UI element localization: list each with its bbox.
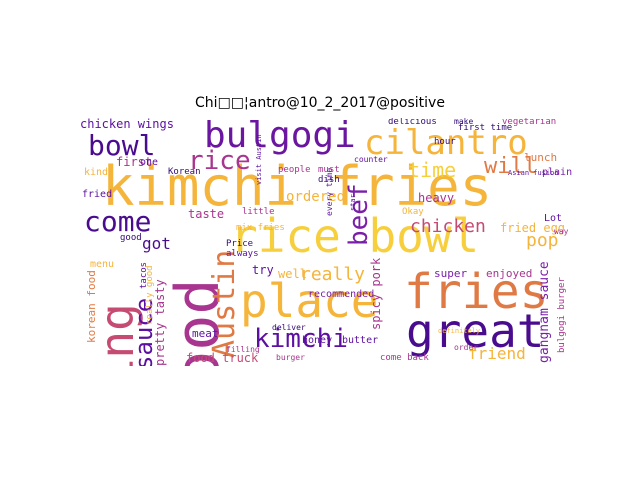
cloud-word: first time	[458, 123, 513, 133]
cloud-word: gangnam sauce	[537, 261, 552, 363]
cloud-word: rice	[188, 146, 251, 176]
cloud-word: definitely	[438, 327, 481, 335]
cloud-word: rice bowl	[230, 209, 480, 263]
cloud-word: recommended	[308, 289, 375, 300]
cloud-word: star	[349, 194, 357, 211]
cloud-word: super	[434, 267, 468, 280]
cloud-word: vegetarian	[502, 118, 557, 127]
cloud-word: Asian fusion	[508, 169, 559, 177]
cloud-word: pretty tasty	[153, 279, 167, 366]
cloud-word: hour	[434, 137, 456, 147]
cloud-word: kimchi fries	[102, 155, 493, 218]
cloud-word: honey	[302, 335, 333, 346]
cloud-word: bowl	[88, 129, 156, 162]
word-cloud: kimchi fries rice bowl place fries great food…	[80, 118, 572, 366]
cloud-word: really	[300, 264, 366, 285]
cloud-word: way	[554, 227, 569, 236]
cloud-word: people	[278, 165, 311, 175]
cloud-word: always	[226, 249, 259, 259]
cloud-word: fries	[404, 264, 549, 320]
cloud-word: ordered	[286, 189, 346, 205]
cloud-word: plain	[542, 167, 572, 178]
cloud-word: taste	[188, 207, 225, 221]
cloud-word: Austin	[207, 249, 242, 358]
cloud-word: korean food	[85, 270, 98, 343]
cloud-word: every time	[325, 167, 334, 216]
cloud-word: spicy pork	[369, 257, 383, 330]
cloud-word: Korean	[168, 167, 201, 177]
cloud-word: bulgogi burger	[557, 277, 567, 353]
cloud-word: kimchi	[254, 324, 348, 354]
cloud-word: deliver	[272, 323, 306, 332]
cloud-word: chicken	[410, 216, 486, 237]
cloud-word: little	[242, 207, 275, 217]
cloud-word: mix fries	[236, 223, 285, 233]
cloud-word: place	[240, 274, 379, 328]
cloud-word: will	[484, 154, 537, 179]
cloud-word: fried egg	[500, 221, 566, 235]
cloud-word: first	[116, 155, 153, 169]
cloud-word: meat	[192, 327, 219, 340]
cloud-word: menu	[90, 259, 115, 270]
cloud-word: must	[318, 165, 340, 175]
cloud-word: well	[278, 267, 307, 281]
cloud-word: Price	[226, 239, 254, 249]
chart-title: Chi□□¦antro@10_2_2017@positive	[195, 95, 445, 111]
cloud-word: cilantro	[364, 123, 528, 163]
cloud-word: chicken wings	[80, 118, 174, 131]
cloud-word: food truck	[186, 351, 259, 365]
cloud-word: beef	[344, 183, 374, 246]
cloud-word: heavy	[418, 191, 455, 205]
cloud-word: kind	[84, 167, 109, 178]
cloud-word: delicious	[388, 118, 437, 127]
cloud-word: order	[454, 343, 479, 352]
cloud-word: bulgogi	[204, 118, 356, 156]
cloud-word: butter	[342, 335, 379, 346]
cloud-word: enjoyed	[486, 267, 533, 280]
cloud-word: time	[408, 158, 457, 182]
cloud-word: come back	[380, 353, 429, 363]
cloud-word: pop	[526, 230, 559, 251]
cloud-word: come	[84, 205, 152, 238]
cloud-word: great	[406, 304, 545, 358]
cloud-word: friend	[468, 344, 526, 363]
cloud-word: fried	[82, 189, 113, 200]
cloud-word: try	[252, 263, 274, 277]
cloud-word: counter	[354, 155, 388, 164]
cloud-word: lunch	[524, 151, 558, 164]
cloud-word: good	[120, 233, 142, 243]
cloud-word: Okay	[402, 207, 424, 217]
cloud-word: one	[140, 157, 159, 168]
cloud-word: burger	[276, 353, 305, 362]
cloud-word: Lot	[544, 213, 563, 224]
cloud-word: dish	[318, 175, 340, 185]
cloud-word: filling	[226, 345, 260, 354]
cloud-word: make	[454, 118, 474, 126]
cloud-word: really good	[145, 265, 155, 325]
cloud-word: visit Austin	[255, 134, 263, 185]
cloud-word: got	[142, 234, 171, 253]
